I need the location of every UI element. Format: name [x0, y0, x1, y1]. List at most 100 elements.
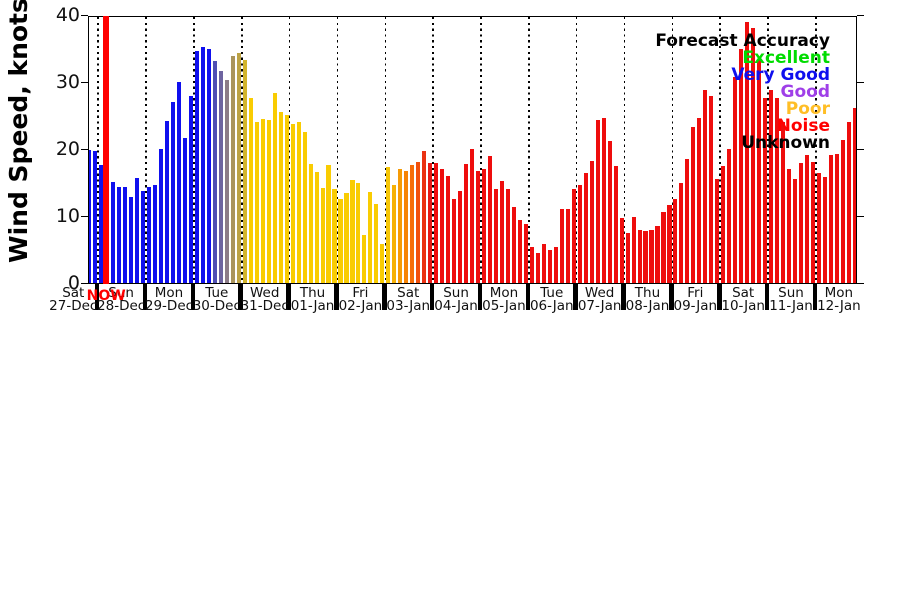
wind-speed-bar: [787, 169, 792, 283]
wind-speed-bar: [631, 216, 636, 283]
day-boundary-tick: [238, 283, 244, 310]
x-tick-weekday-label: Mon: [824, 284, 854, 301]
x-tick-date-label: 31-Dec: [240, 297, 289, 314]
wind-speed-bar: [135, 177, 140, 283]
wind-speed-bar: [834, 153, 839, 283]
x-tick-date-label: 08-Jan: [625, 297, 670, 314]
wind-speed-bar: [356, 182, 361, 283]
legend-title: Forecast Accuracy: [655, 31, 830, 51]
wind-speed-bar: [476, 171, 481, 283]
y-tick-mark-right: [856, 81, 864, 84]
x-tick-date-label: 01-Jan: [290, 297, 335, 314]
wind-speed-bar: [248, 98, 253, 283]
y-tick-label: 0: [67, 272, 80, 294]
wind-speed-bar: [416, 161, 421, 283]
wind-speed-bar: [840, 140, 845, 283]
x-tick-weekday-label: Tue: [540, 284, 564, 301]
wind-speed-bar: [757, 59, 762, 283]
wind-speed-bar: [667, 205, 672, 283]
wind-speed-bar: [320, 188, 325, 283]
y-tick-mark-right: [856, 148, 864, 151]
y-tick-label: 40: [55, 4, 80, 26]
now-marker-label: NOW: [86, 287, 126, 304]
wind-speed-bar: [763, 98, 768, 283]
forecast-accuracy-legend: Forecast Accuracy Excellent Very Good Good…: [655, 33, 830, 152]
x-tick-weekday-label: Mon: [154, 284, 184, 301]
wind-speed-bar: [410, 164, 415, 283]
day-boundary-tick: [669, 283, 674, 310]
now-marker-line: [103, 15, 110, 284]
wind-speed-bar: [224, 79, 229, 283]
wind-speed-bar: [822, 176, 828, 283]
day-boundary-tick: [573, 283, 578, 310]
wind-speed-bar: [499, 180, 505, 283]
wind-speed-bar: [691, 127, 696, 283]
day-boundary-tick: [286, 283, 291, 310]
wind-speed-bar: [218, 70, 223, 283]
x-tick-weekday-label: Sun: [108, 284, 134, 301]
y-tick-label: 10: [55, 205, 80, 227]
day-boundary-tick: [621, 283, 626, 310]
x-tick-date-label: 27-Dec: [49, 297, 98, 314]
day-boundary-tick: [429, 283, 435, 310]
wind-speed-bar: [745, 21, 750, 283]
wind-speed-bar: [153, 184, 158, 283]
wind-speed-bar: [655, 225, 660, 283]
wind-speed-bar: [625, 232, 630, 283]
plot-area: [88, 15, 857, 284]
wind-speed-bar: [117, 187, 122, 283]
wind-speed-bar: [170, 102, 176, 283]
x-tick-date-label: 04-Jan: [434, 297, 478, 314]
wind-speed-bar: [769, 89, 774, 283]
day-boundary-tick: [142, 283, 148, 310]
wind-speed-bar: [446, 175, 451, 283]
wind-speed-bar: [775, 98, 780, 283]
wind-speed-bar: [159, 148, 164, 283]
wind-speed-bar: [89, 149, 92, 283]
wind-speed-bar: [164, 121, 170, 283]
wind-speed-bar: [721, 165, 726, 283]
x-tick-weekday-label: Fri: [352, 284, 369, 301]
x-tick-date-label: 02-Jan: [338, 297, 383, 314]
x-tick-weekday-label: Thu: [299, 284, 326, 301]
wind-speed-bar: [266, 120, 271, 283]
wind-speed-bar: [715, 178, 720, 283]
y-tick-mark-right: [856, 215, 864, 218]
wind-speed-bar: [751, 27, 756, 283]
legend-entry-unknown: Unknown: [741, 133, 830, 153]
wind-speed-bar: [332, 188, 337, 283]
wind-speed-bar: [781, 121, 786, 283]
wind-speed-bar: [206, 48, 211, 283]
x-tick-weekday-label: Sat: [732, 284, 755, 301]
wind-speed-bar: [793, 178, 798, 283]
wind-speed-bar: [272, 92, 277, 283]
wind-speed-bar: [523, 224, 528, 283]
wind-speed-bar: [350, 180, 355, 283]
x-tick-weekday-label: Wed: [249, 284, 280, 301]
wind-speed-bar: [212, 61, 217, 283]
wind-speed-bar: [613, 165, 618, 283]
wind-speed-bar: [727, 148, 732, 283]
wind-speed-bar: [254, 122, 259, 283]
x-tick-date-label: 30-Dec: [192, 297, 241, 314]
wind-speed-bar: [200, 46, 205, 283]
wind-speed-bar: [290, 124, 295, 283]
x-tick-weekday-label: Fri: [687, 284, 704, 301]
legend-entry-very-good: Very Good: [731, 65, 830, 85]
wind-speed-bar: [529, 247, 534, 283]
x-tick-date-label: 07-Jan: [577, 297, 622, 314]
wind-speed-bar: [589, 161, 594, 283]
x-tick-weekday-label: Tue: [205, 284, 229, 301]
wind-speed-bar: [571, 189, 576, 283]
wind-speed-bar: [511, 207, 516, 283]
wind-speed-bar: [296, 122, 301, 283]
wind-speed-bar: [673, 199, 678, 283]
wind-speed-bar: [464, 163, 469, 283]
wind-speed-bar: [607, 141, 612, 283]
wind-speed-bar: [541, 244, 546, 283]
day-boundary-tick: [334, 283, 339, 310]
y-tick-mark-right: [856, 282, 864, 285]
wind-speed-bar: [565, 208, 570, 283]
y-tick-label: 30: [55, 71, 80, 93]
